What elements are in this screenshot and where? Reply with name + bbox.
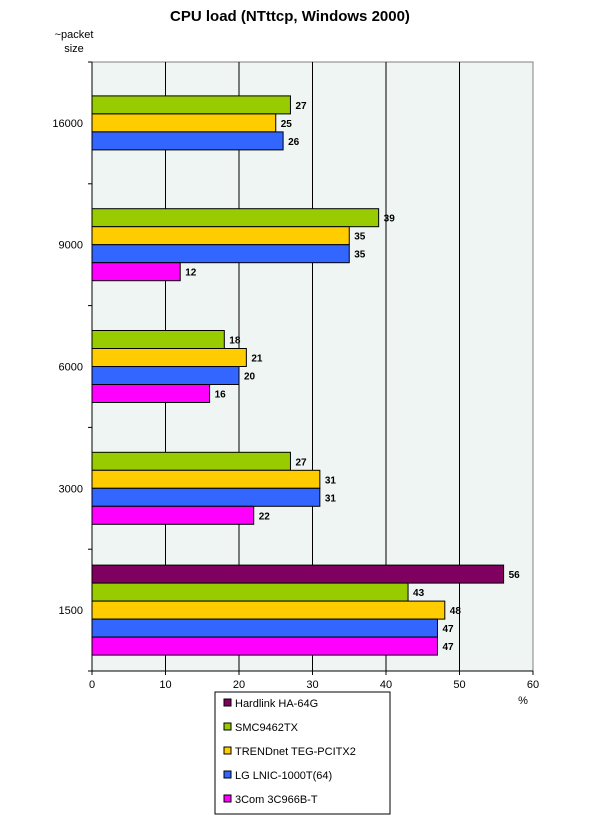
y-tick-label: 1500 [59, 605, 83, 617]
y-ticks: 16000 9000 6000 3000 1500 [52, 61, 92, 672]
x-tick-label: 50 [453, 679, 465, 691]
y-tick-label: 3000 [59, 483, 83, 495]
bar [91, 95, 291, 115]
legend-swatch [223, 770, 232, 779]
data-label: 22 [259, 511, 271, 522]
bar [91, 487, 321, 507]
legend-label: LG LNIC-1000T(64) [235, 770, 332, 782]
data-label: 18 [229, 336, 241, 347]
data-label: 31 [325, 493, 337, 504]
data-label: 43 [413, 588, 425, 599]
data-label: 20 [244, 372, 256, 383]
data-label: 35 [354, 232, 366, 243]
data-label: 35 [354, 250, 366, 261]
x-tick-label: 10 [159, 679, 171, 691]
y-axis-label-line1: ~packet [55, 29, 94, 41]
legend-swatch [223, 698, 232, 707]
data-label: 27 [295, 101, 307, 112]
legend-label: 3Com 3C966B-T [235, 794, 318, 806]
bar [91, 366, 240, 385]
y-tick-label: 16000 [52, 118, 83, 130]
data-label: 48 [450, 606, 462, 617]
legend-swatch [223, 746, 232, 755]
data-label: 31 [325, 475, 337, 486]
chart-title: CPU load (NTttcp, Windows 2000) [170, 8, 410, 25]
data-label: 12 [185, 268, 197, 279]
legend-swatch [223, 794, 232, 803]
y-axis-label-line2: size [64, 43, 84, 55]
x-tick-label: 40 [380, 679, 392, 691]
data-label: 21 [251, 354, 263, 365]
data-label: 16 [215, 390, 227, 401]
bar [91, 330, 225, 349]
data-label: 27 [295, 457, 307, 468]
bar [91, 564, 505, 584]
bar [91, 618, 438, 638]
bar [91, 469, 321, 489]
bar [91, 208, 380, 228]
bars [91, 95, 505, 656]
bar [91, 505, 255, 525]
legend: Hardlink HA-64G SMC9462TX TRENDnet TEG-PCI… [223, 698, 356, 806]
y-tick-label: 6000 [59, 362, 83, 374]
data-label: 56 [509, 570, 521, 581]
data-label: 47 [442, 642, 454, 653]
bar [91, 131, 284, 151]
data-label: 47 [442, 624, 454, 635]
legend-swatch [223, 722, 232, 731]
x-axis-label: % [518, 695, 528, 707]
bar [91, 226, 350, 246]
legend-label: Hardlink HA-64G [235, 698, 318, 710]
y-tick-label: 9000 [59, 240, 83, 252]
bar [91, 348, 247, 367]
legend-label: TRENDnet TEG-PCITX2 [235, 746, 356, 758]
data-label: 26 [288, 137, 300, 148]
x-tick-label: 0 [89, 679, 95, 691]
bar [91, 384, 211, 403]
bar [91, 262, 181, 282]
bar [91, 244, 350, 264]
data-label: 25 [281, 119, 293, 130]
data-label: 39 [384, 214, 396, 225]
bar [91, 451, 291, 471]
legend-box [214, 691, 391, 815]
bar [91, 600, 446, 620]
x-ticks: 0 10 20 30 40 50 60 [89, 62, 539, 691]
x-tick-label: 60 [527, 679, 539, 691]
x-tick-label: 30 [306, 679, 318, 691]
bar [91, 113, 277, 133]
x-tick-label: 20 [233, 679, 245, 691]
bar [91, 636, 438, 656]
bar [91, 582, 409, 602]
legend-label: SMC9462TX [235, 722, 299, 734]
